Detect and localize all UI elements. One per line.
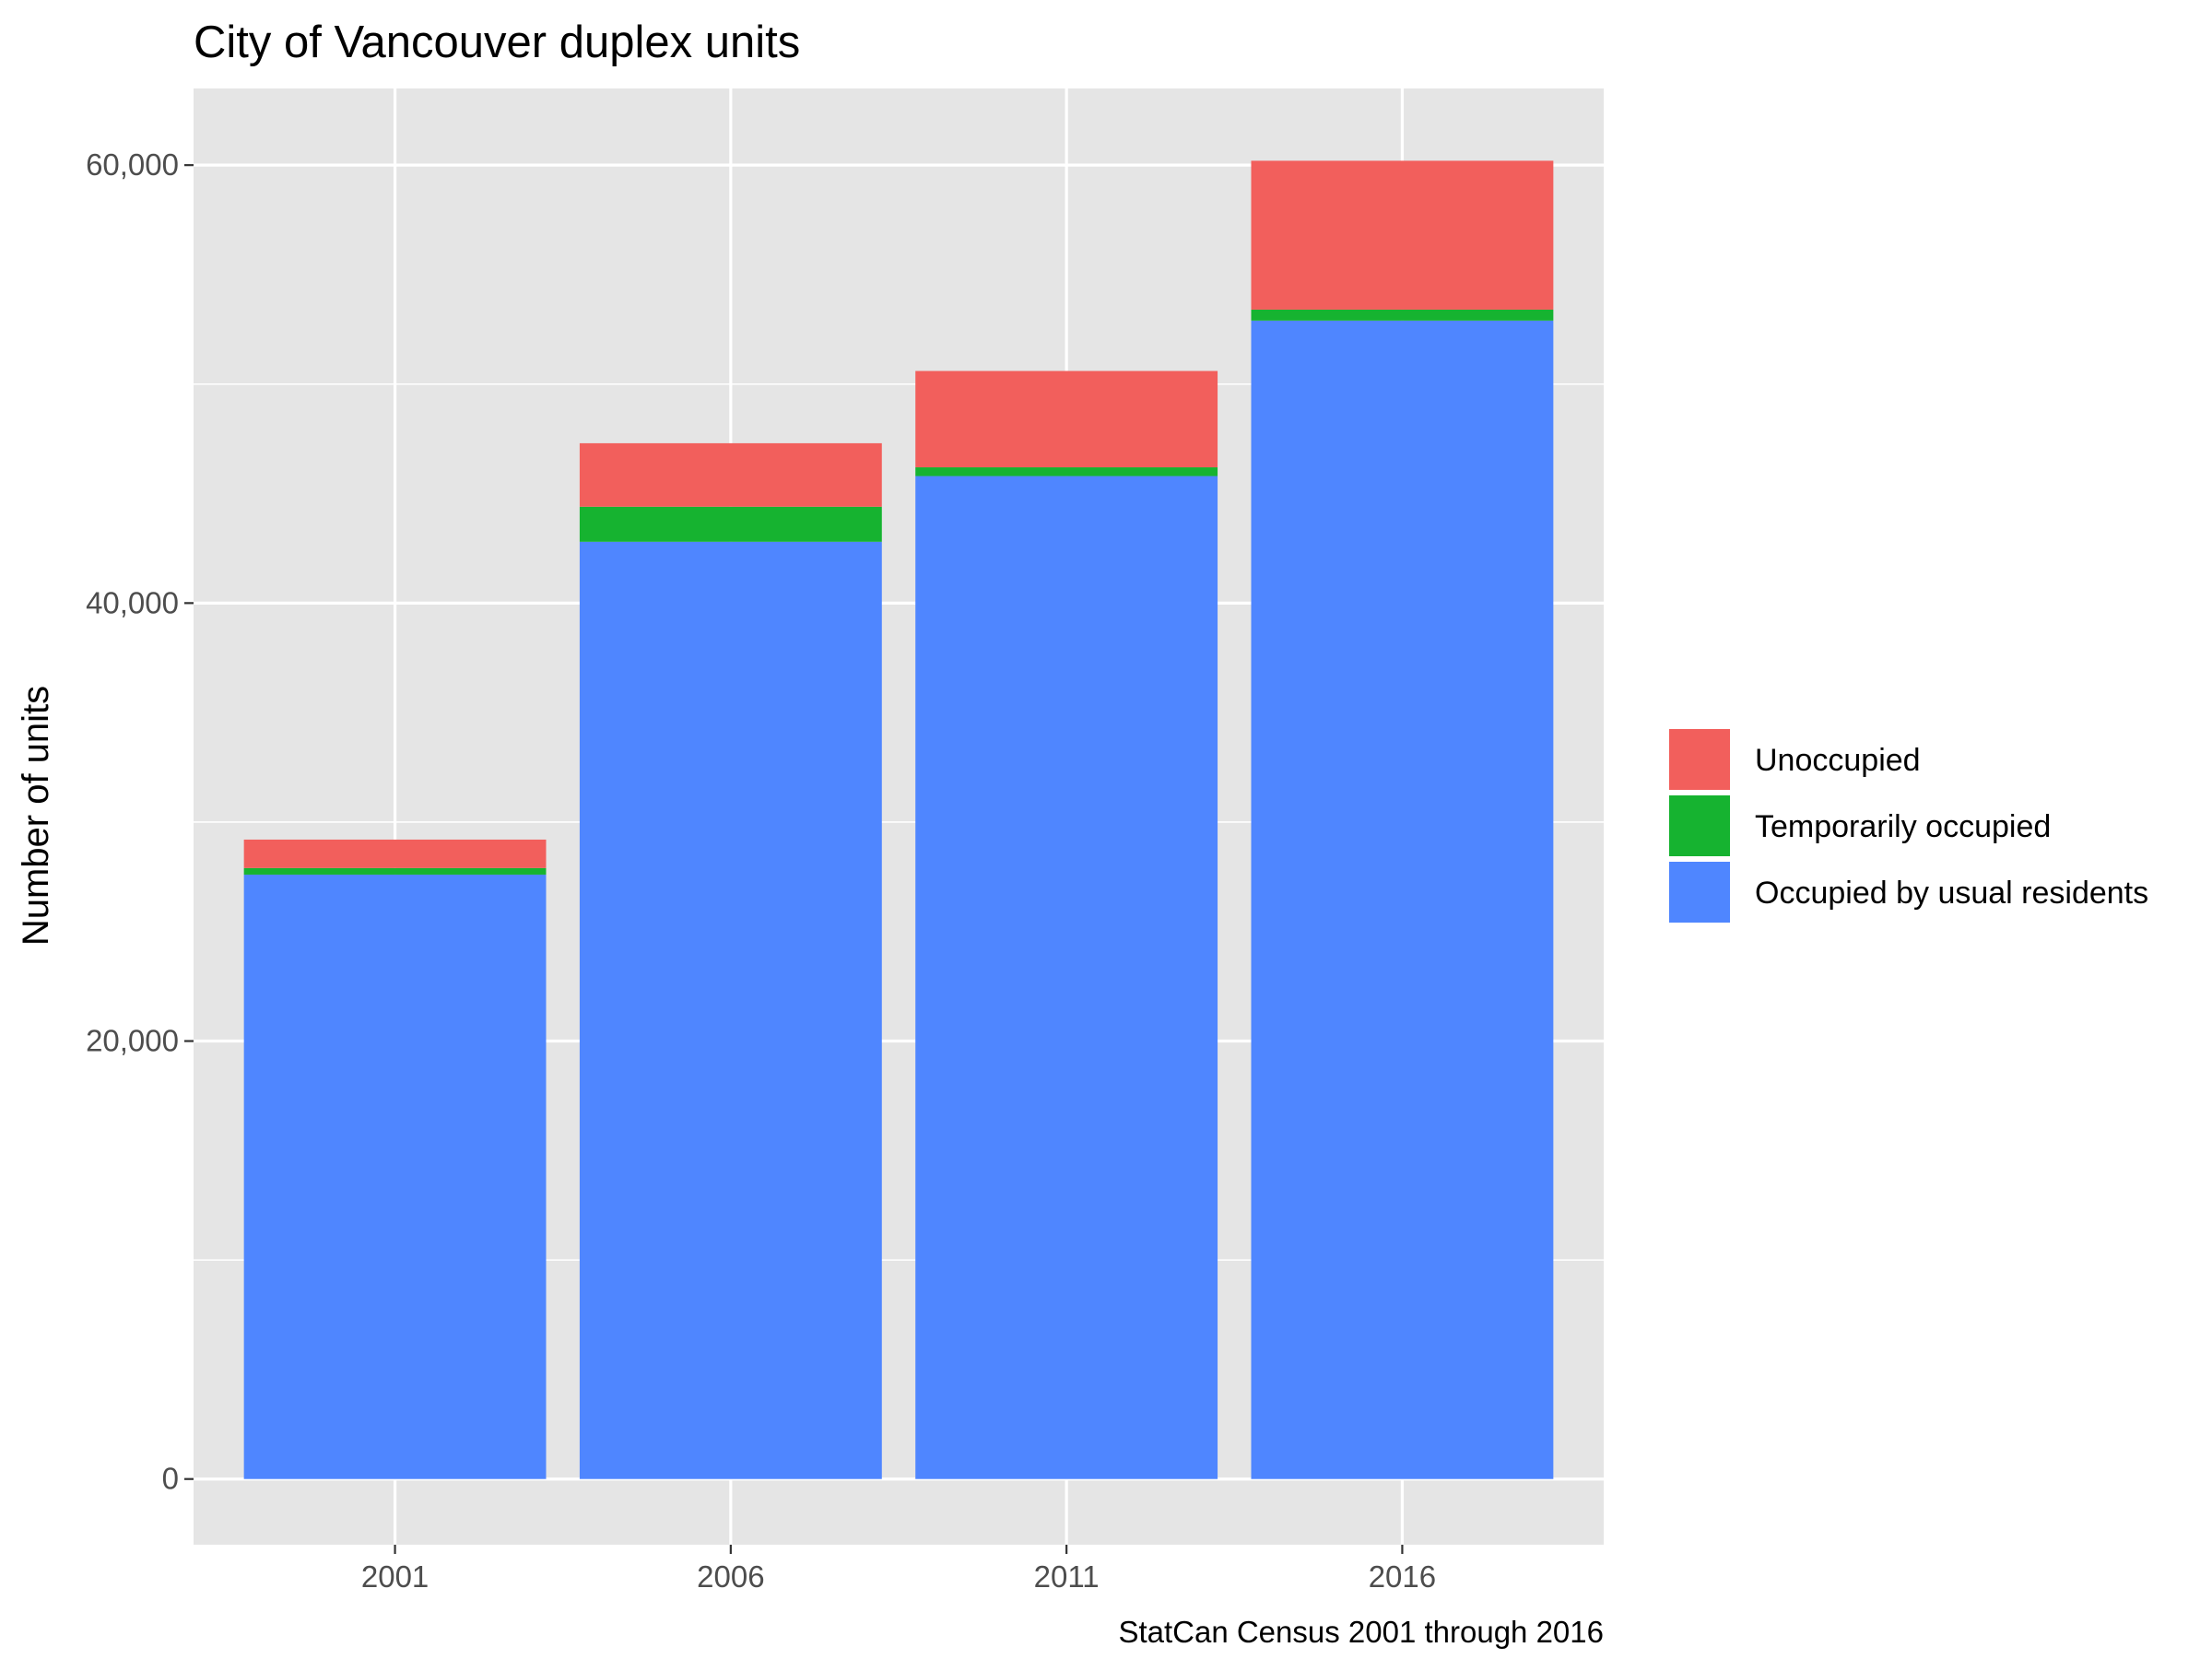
- bar-2001-unoccupied: [243, 839, 547, 868]
- bar-2006-temporarily-occupied: [579, 506, 882, 542]
- y-tick-label: 40,000: [86, 585, 179, 619]
- x-tick-label: 2016: [1369, 1559, 1436, 1594]
- y-tick-label: 20,000: [86, 1024, 179, 1058]
- bar-2011-occupied-by-usual-residents: [915, 476, 1218, 1479]
- bar-2016-temporarily-occupied: [1251, 309, 1554, 321]
- bars: [243, 160, 1554, 1479]
- legend: Unoccupied Temporarily occupied Occupied b…: [1667, 727, 2148, 924]
- bar-2011-unoccupied: [915, 371, 1218, 468]
- bar-2006-unoccupied: [579, 442, 882, 507]
- bar-2011-temporarily-occupied: [915, 467, 1218, 477]
- bar-2001-occupied-by-usual-residents: [243, 874, 547, 1479]
- legend-label: Unoccupied: [1755, 743, 1921, 778]
- x-tick-label: 2001: [361, 1559, 429, 1594]
- legend-label: Temporarily occupied: [1755, 809, 2051, 844]
- legend-key-unoccupied: [1667, 727, 1732, 792]
- chart-caption: StatCan Census 2001 through 2016: [1118, 1615, 1604, 1649]
- bar-2016-unoccupied: [1251, 160, 1554, 310]
- y-tick-label: 0: [162, 1462, 179, 1496]
- y-tick-label: 60,000: [86, 147, 179, 182]
- bar-2016-occupied-by-usual-residents: [1251, 320, 1554, 1479]
- legend-label: Occupied by usual residents: [1755, 876, 2148, 911]
- bar-2006-occupied-by-usual-residents: [579, 541, 882, 1479]
- bar-2001-temporarily-occupied: [243, 867, 547, 875]
- y-axis-title: Number of units: [16, 686, 56, 946]
- legend-key-temporarily-occupied: [1667, 794, 1732, 858]
- x-tick-label: 2011: [1034, 1559, 1100, 1594]
- axes: 0 20,000 40,000 60,000 2001 2006 2011 2016: [86, 147, 1436, 1594]
- legend-key-occupied-by-usual-residents: [1667, 860, 1732, 924]
- x-tick-label: 2006: [697, 1559, 764, 1594]
- chart-title: City of Vancouver duplex units: [194, 18, 800, 67]
